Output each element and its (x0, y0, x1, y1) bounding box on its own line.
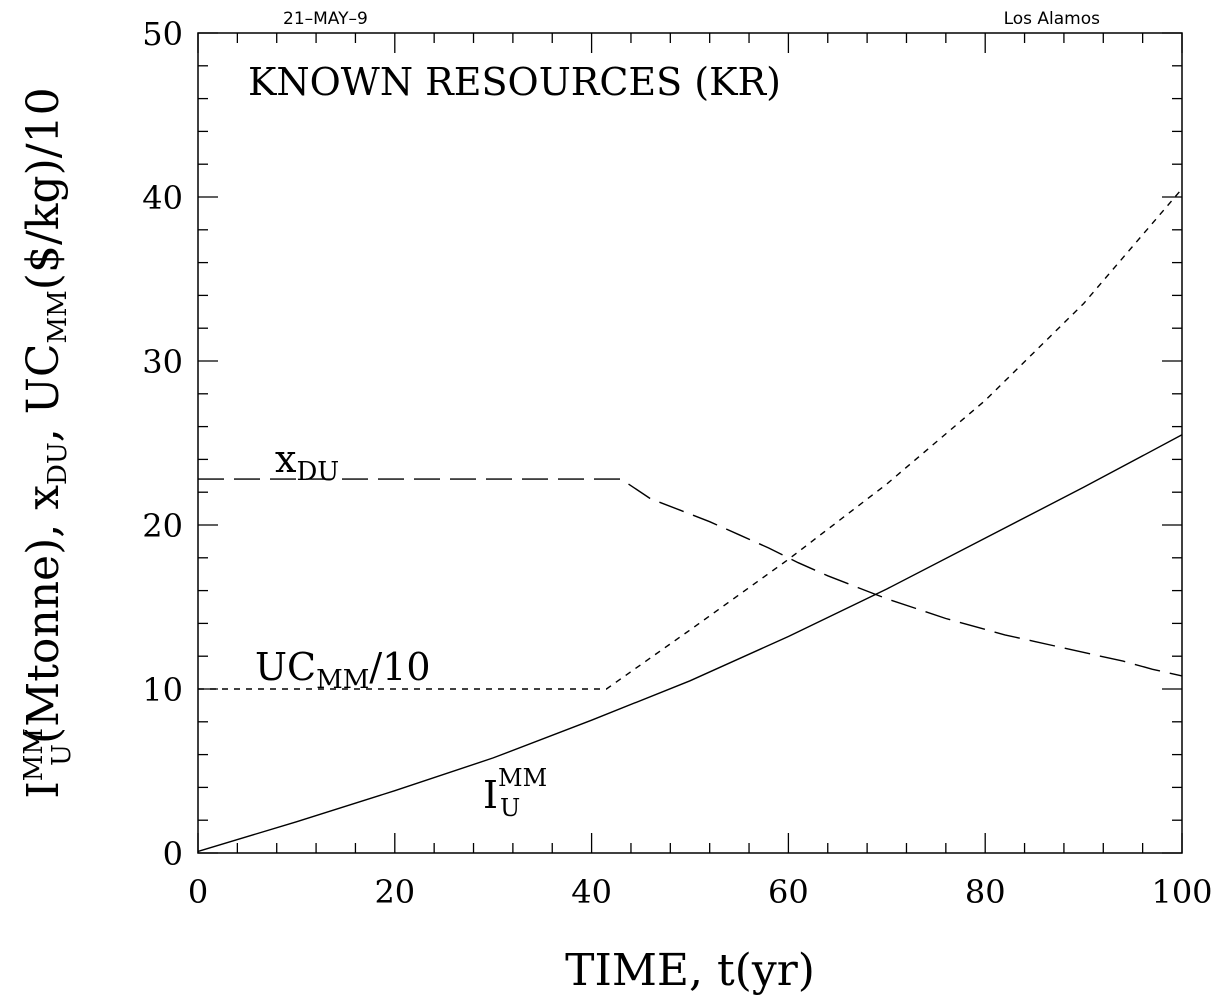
label-xdu-main: x (275, 437, 296, 481)
x-tick-label: 20 (374, 873, 415, 911)
y-tick-label: 30 (142, 343, 183, 381)
ylabel-sub2: DU (43, 442, 73, 485)
tick-labels: 0 20 40 60 80 100 0 10 20 30 40 50 (142, 15, 1212, 911)
series-line-2 (198, 478, 1183, 677)
label-ucmm-main: UC (255, 645, 316, 689)
label-xdu: xDU (275, 437, 339, 487)
y-tick-label: 20 (142, 507, 183, 545)
x-axis-title: TIME, t(yr) (565, 945, 815, 996)
label-xdu-sub: DU (296, 457, 339, 487)
ylabel-sup: MM (19, 728, 49, 781)
label-ucmm-rest: /10 (369, 645, 430, 689)
y-tick-label: 10 (142, 671, 183, 709)
header-date: 21–MAY–9 (283, 9, 368, 29)
label-ucmm: UCMM/10 (255, 645, 431, 695)
chart-title: KNOWN RESOURCES (KR) (248, 60, 781, 104)
ylabel-main: I (18, 781, 69, 798)
ylabel-sub: U (47, 744, 77, 766)
header-site: Los Alamos (1004, 9, 1101, 29)
label-ucmm-sub: MM (316, 665, 369, 695)
ylabel-rest3: ($/kg)/10 (18, 87, 69, 290)
label-iu: IMM U (483, 764, 547, 822)
series-lines (197, 188, 1183, 853)
label-iu-main: I (483, 773, 498, 817)
x-tick-label: 100 (1151, 873, 1212, 911)
x-tick-label: 0 (188, 873, 208, 911)
ylabel-rest2: , UC (18, 343, 69, 442)
x-tick-label: 40 (571, 873, 612, 911)
x-tick-label: 60 (768, 873, 809, 911)
series-line-0 (197, 434, 1183, 853)
label-iu-sub: U (500, 794, 520, 822)
y-tick-label: 0 (163, 835, 183, 873)
y-axis-title: IMMU(Mtonne), xDU, UCMM($/kg)/10 (18, 87, 77, 798)
axis-ticks (197, 32, 1183, 854)
series-line-1 (198, 188, 1183, 690)
y-tick-label: 40 (142, 179, 183, 217)
ylabel-rest1: (Mtonne), x (18, 485, 69, 744)
ylabel-sub3: MM (43, 290, 73, 343)
plot-frame (197, 32, 1183, 854)
x-tick-label: 80 (965, 873, 1006, 911)
y-tick-label: 50 (142, 15, 183, 53)
label-iu-sup: MM (498, 764, 547, 792)
